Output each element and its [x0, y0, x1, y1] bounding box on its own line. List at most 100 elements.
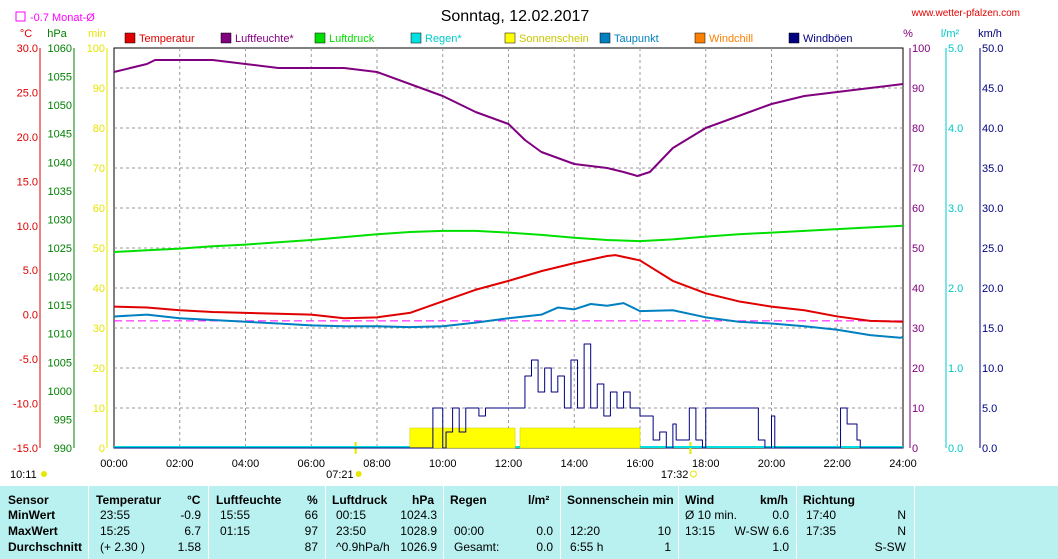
hdr-richtung: Richtung	[803, 493, 855, 507]
table-cell-r-val: 0.0	[536, 540, 553, 554]
kmh-tick-label: 25.0	[982, 243, 1003, 255]
hdr-sensor: Sensor	[8, 493, 49, 507]
legend-label: Regen*	[425, 33, 462, 45]
pct-tick-label: 60	[912, 203, 924, 215]
table-cell-t-val: -0.9	[180, 508, 201, 522]
table-cell-lf-val: 87	[304, 540, 318, 554]
kmh-tick-label: 15.0	[982, 323, 1003, 335]
temp-tick-label: 0.0	[23, 310, 38, 322]
pct-tick-label: 0	[912, 443, 918, 455]
sunrise-time: 07:21	[326, 469, 354, 481]
pct-tick-label: 40	[912, 283, 924, 295]
hdr-luftdruck: Luftdruck	[332, 493, 388, 507]
pct-tick-label: 50	[912, 243, 924, 255]
hpa-tick-label: 1030	[48, 214, 72, 226]
month-avg-label: -0.7 Monat-Ø	[30, 12, 95, 24]
lm2-tick-label: 5.0	[948, 43, 963, 55]
x-tick-label: 22:00	[823, 458, 851, 470]
min-tick-label: 90	[93, 83, 105, 95]
x-tick-label: 16:00	[626, 458, 654, 470]
legend-swatch	[788, 32, 800, 44]
table-cell-d-time: 17:40	[806, 508, 837, 522]
legend-label: Temperatur	[139, 33, 195, 45]
hdr-temp-unit: °C	[187, 493, 201, 507]
table-cell-w-val: 1.0	[772, 540, 789, 554]
kmh-tick-label: 45.0	[982, 83, 1003, 95]
summary-table: Sensor Temperatur °C Luftfeuchte % Luftd…	[0, 486, 1058, 559]
table-cell-ld-time: 00:15	[336, 508, 367, 522]
sonnenschein-bar	[519, 427, 641, 449]
temp-tick-label: 25.0	[17, 87, 38, 99]
min-tick-label: 50	[93, 243, 105, 255]
windben-series	[114, 343, 903, 449]
luftdruck-series	[113, 224, 904, 253]
min-tick-label: 10	[93, 403, 105, 415]
hdr-regen: Regen	[450, 493, 487, 507]
table-cell-ld-time: ^0.9hPa/h	[336, 540, 390, 554]
lm2-tick-label: 2.0	[948, 283, 963, 295]
temp-tick-label: 10.0	[17, 221, 38, 233]
temperatur-series	[113, 254, 904, 323]
table-cell-lf-time: 01:15	[220, 524, 251, 538]
min-axis-unit: min	[88, 28, 106, 40]
hpa-tick-label: 1040	[48, 157, 72, 169]
x-tick-label: 02:00	[166, 458, 194, 470]
hpa-tick-label: 1020	[48, 272, 72, 284]
table-cell-d-time: 17:35	[806, 524, 837, 538]
legend-swatch	[694, 32, 706, 44]
luftfeuchte-series	[113, 59, 904, 177]
table-cell-r-time: 00:00	[454, 524, 485, 538]
table-cell-lf-val: 66	[304, 508, 318, 522]
min-tick-label: 0	[99, 443, 105, 455]
lm2-axis-unit: l/m²	[941, 28, 960, 40]
legend-label: Luftfeuchte*	[235, 33, 294, 45]
legend-swatch	[314, 32, 326, 44]
hpa-tick-label: 1005	[48, 357, 72, 369]
temp-tick-label: 20.0	[17, 132, 38, 144]
sunset-time: 17:32	[661, 469, 689, 481]
chart-title: Sonntag, 12.02.2017	[441, 8, 590, 25]
temp-tick-label: -15.0	[13, 443, 38, 455]
x-tick-label: 14:00	[560, 458, 588, 470]
legend-label: Luftdruck	[329, 33, 375, 45]
hpa-tick-label: 1050	[48, 100, 72, 112]
x-tick-label: 08:00	[363, 458, 391, 470]
kmh-tick-label: 50.0	[982, 43, 1003, 55]
legend-label: Sonnenschein	[519, 33, 589, 45]
table-cell-ld-time: 23:50	[336, 524, 367, 538]
table-cell-s-val: 1	[664, 540, 671, 554]
lm2-tick-label: 0.0	[948, 443, 963, 455]
hpa-axis-unit: hPa	[47, 28, 67, 40]
hdr-lf-unit: %	[307, 493, 318, 507]
hpa-tick-label: 1045	[48, 129, 72, 141]
kmh-tick-label: 20.0	[982, 283, 1003, 295]
min-tick-label: 40	[93, 283, 105, 295]
hpa-tick-label: 990	[54, 443, 72, 455]
table-cell-r-val: 0.0	[536, 524, 553, 538]
legend-label: Windchill	[709, 33, 753, 45]
temp-tick-label: -5.0	[19, 354, 38, 366]
table-cell-ld-val: 1024.3	[400, 508, 437, 522]
kmh-tick-label: 5.0	[982, 403, 997, 415]
kmh-tick-label: 30.0	[982, 203, 1003, 215]
sunset-icon	[689, 470, 697, 478]
table-cell-w-val: W-SW 6.6	[734, 524, 789, 538]
legend-swatch	[220, 32, 232, 44]
hpa-tick-label: 1025	[48, 243, 72, 255]
table-cell-t-time: (+ 2.30 )	[100, 540, 146, 554]
table-cell-d-val: N	[897, 524, 906, 538]
hpa-tick-label: 1060	[48, 43, 72, 55]
table-cell-label: Durchschnitt	[8, 540, 83, 554]
pct-tick-label: 90	[912, 83, 924, 95]
x-tick-label: 20:00	[758, 458, 786, 470]
temp-tick-label: 15.0	[17, 176, 38, 188]
hdr-temperatur: Temperatur	[96, 493, 162, 507]
kmh-tick-label: 35.0	[982, 163, 1003, 175]
min-tick-label: 30	[93, 323, 105, 335]
x-tick-label: 00:00	[100, 458, 128, 470]
hdr-ld-unit: hPa	[412, 493, 435, 507]
taupunkt-series	[113, 302, 904, 339]
temp-axis-unit: °C	[20, 28, 32, 40]
kmh-tick-label: 10.0	[982, 363, 1003, 375]
kmh-tick-label: 40.0	[982, 123, 1003, 135]
